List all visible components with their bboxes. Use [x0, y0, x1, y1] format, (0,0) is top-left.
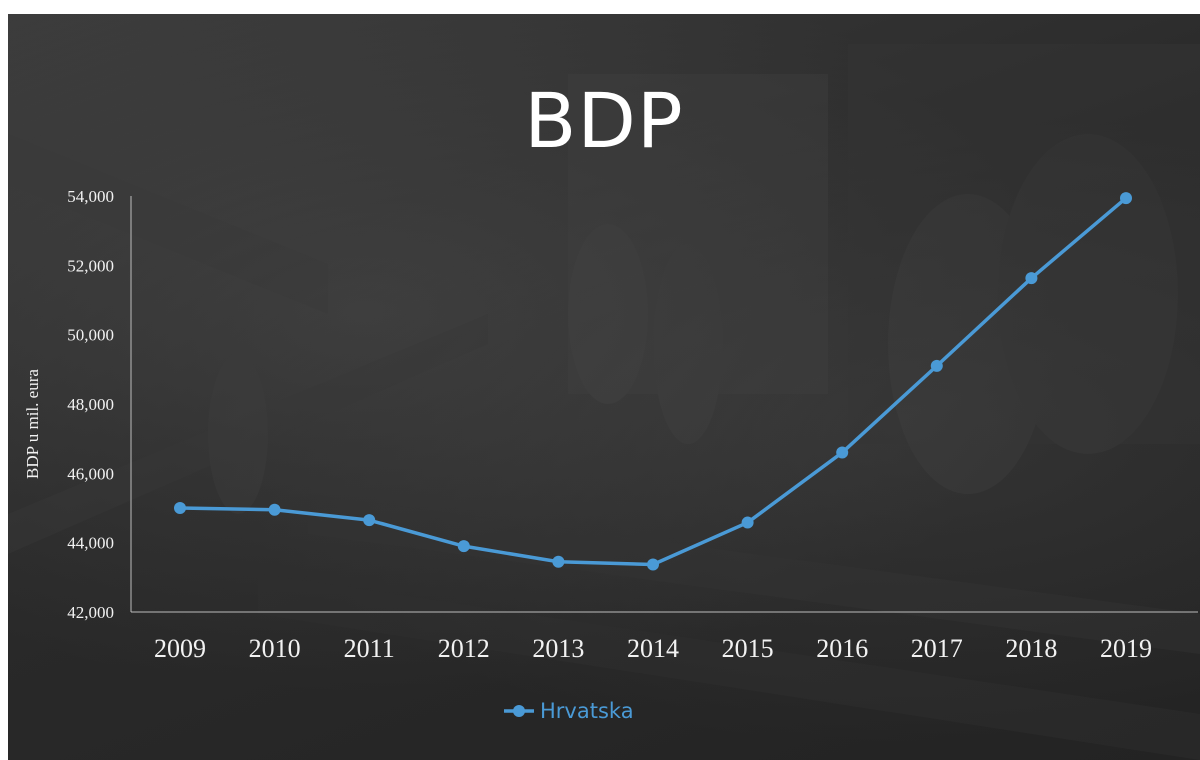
x-axis-ticks: 2009 2010 2011 2012 2013 2014 2015 2016 2017 2018… — [154, 634, 1152, 663]
x-tick-label: 2014 — [627, 634, 679, 663]
x-tick-label: 2015 — [722, 634, 774, 663]
x-tick-label: 2009 — [154, 634, 206, 663]
y-tick-label: 52,000 — [67, 256, 114, 275]
y-tick-label: 44,000 — [67, 534, 114, 553]
data-point — [457, 540, 470, 553]
legend: Hrvatska — [504, 699, 634, 723]
data-point — [930, 359, 943, 372]
x-tick-label: 2013 — [532, 634, 584, 663]
line-chart: 42,000 44,000 46,000 48,000 50,000 52,000 54,0… — [23, 187, 1198, 723]
y-axis-ticks: 42,000 44,000 46,000 48,000 50,000 52,000 54,0… — [67, 187, 114, 622]
y-tick-label: 42,000 — [67, 603, 114, 622]
data-point — [174, 502, 186, 514]
legend-point-marker — [513, 705, 525, 717]
y-tick-label: 48,000 — [67, 395, 114, 414]
data-point — [363, 514, 376, 527]
chart-slide: BDP 42,000 44,000 46,000 48,000 50,000 52,000… — [8, 14, 1200, 760]
series-layer — [174, 192, 1132, 571]
y-tick-label: 46,000 — [67, 464, 114, 483]
y-axis-label: BDP u mil. eura — [23, 369, 42, 479]
y-tick-label: 54,000 — [67, 187, 114, 206]
series-line — [179, 196, 1128, 567]
x-tick-label: 2017 — [911, 634, 963, 663]
x-tick-label: 2011 — [344, 634, 395, 663]
chart-axes — [130, 196, 1198, 613]
background-photo — [8, 44, 1200, 760]
data-point — [1120, 192, 1132, 205]
x-tick-label: 2019 — [1100, 634, 1152, 663]
x-tick-label: 2016 — [816, 634, 868, 663]
data-point — [741, 516, 754, 529]
data-point — [647, 558, 659, 571]
data-point — [552, 555, 565, 568]
y-tick-label: 50,000 — [67, 326, 114, 345]
x-tick-label: 2012 — [438, 634, 490, 663]
legend-label: Hrvatska — [540, 699, 634, 723]
data-point — [836, 446, 849, 459]
x-tick-label: 2018 — [1005, 634, 1057, 663]
data-point — [268, 503, 281, 516]
chart-title: BDP — [524, 76, 684, 165]
x-tick-label: 2010 — [249, 634, 301, 663]
data-point — [1025, 272, 1038, 285]
